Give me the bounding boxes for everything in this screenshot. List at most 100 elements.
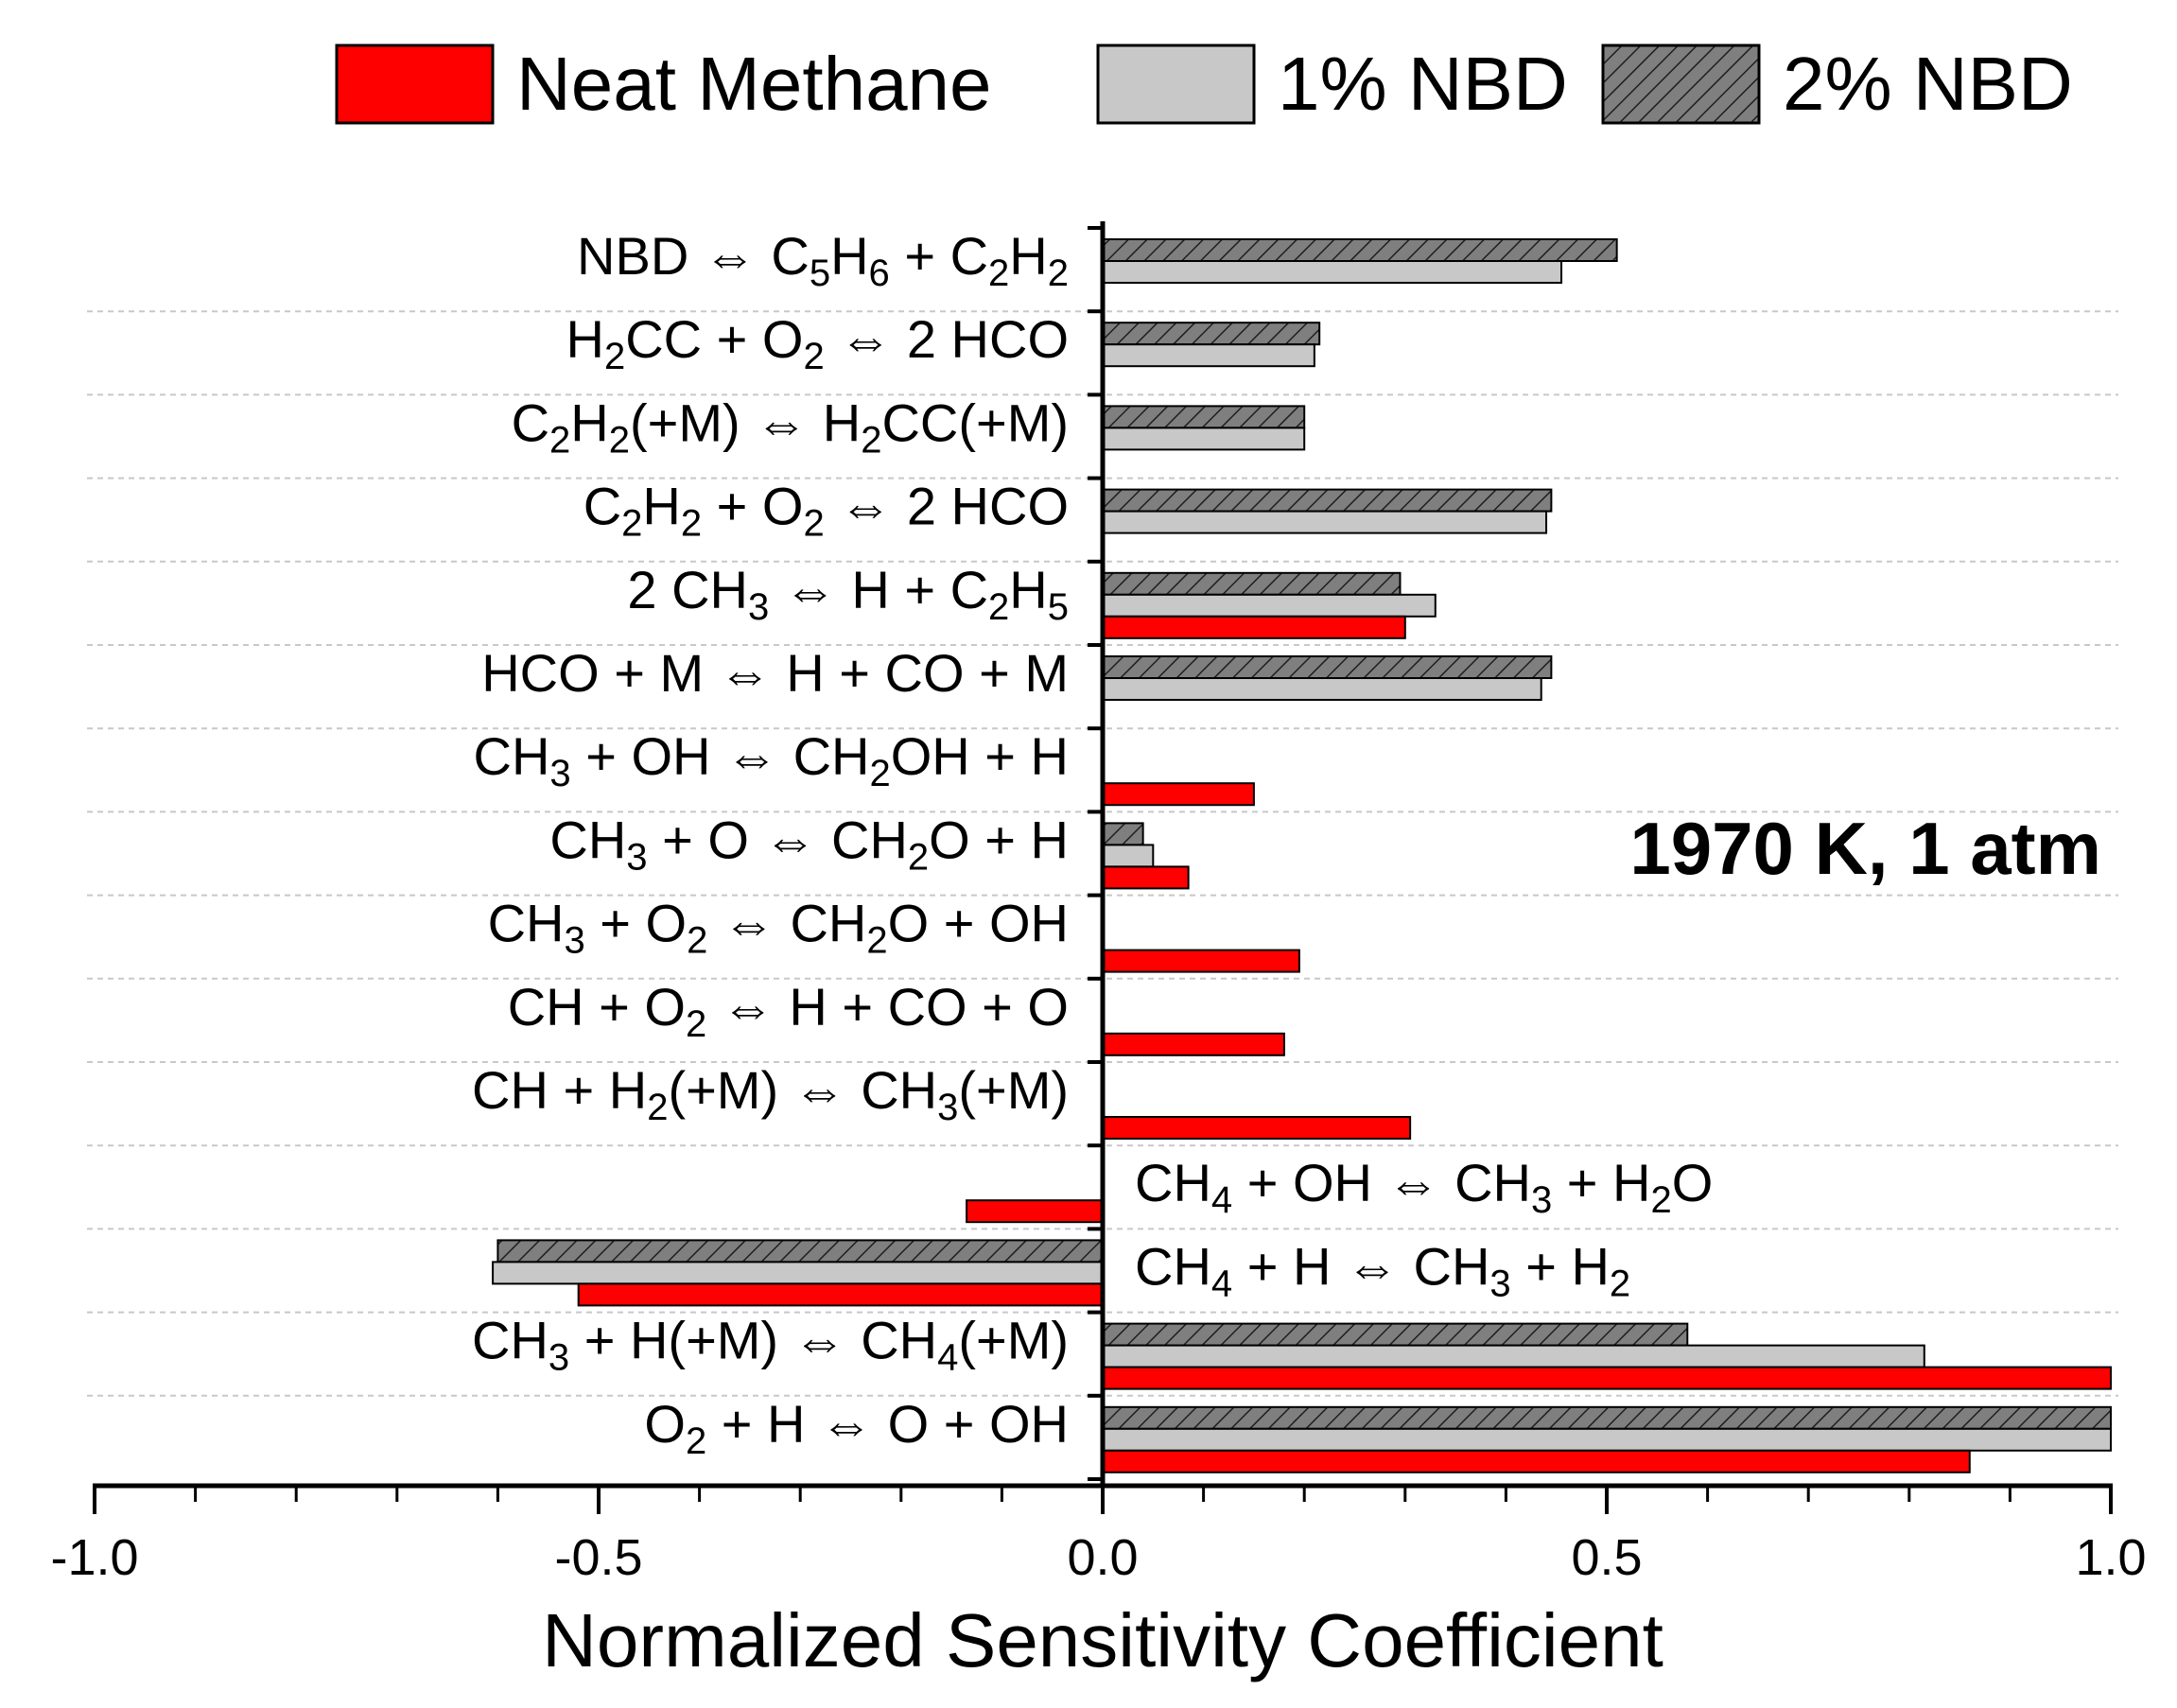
reaction-label: HCO + M ⇔ H + CO + M — [481, 643, 1069, 703]
bar-neat-methane — [1102, 865, 1190, 890]
subscript: 3 — [1531, 1179, 1552, 1221]
reaction-text: CH — [472, 1311, 549, 1370]
subscript: 5 — [810, 253, 830, 294]
subscript: 3 — [937, 1087, 958, 1128]
reaction-label: C2H2 + O2 ⇔ 2 HCO — [583, 477, 1069, 545]
reaction-text: + OH ⇔ CH — [1232, 1153, 1531, 1212]
bar-neat-methane — [1102, 782, 1255, 807]
legend-label-2pct-nbd: 2% NBD — [1783, 42, 2073, 126]
bar-neat-methane — [1102, 1449, 1971, 1473]
reaction-text: O + OH — [888, 894, 1069, 953]
legend-label-1pct-nbd: 1% NBD — [1278, 42, 1568, 126]
bar-neat-methane — [1102, 1366, 2112, 1390]
x-tick-label: 0.5 — [1571, 1529, 1642, 1586]
reaction-text: ⇔ 2 HCO — [825, 477, 1069, 536]
reaction-text: (+M) — [958, 1060, 1069, 1120]
category-gridlines — [87, 310, 2118, 1397]
reaction-text: + O — [585, 894, 687, 953]
reaction-text: O — [1672, 1153, 1714, 1212]
reaction-text: CH — [549, 810, 626, 869]
subscript: 2 — [908, 836, 929, 878]
reaction-text: H — [1009, 560, 1047, 619]
subscript: 2 — [861, 419, 881, 461]
subscript: 2 — [604, 336, 625, 377]
reaction-label: 2 CH3 ⇔ H + C2H5 — [627, 560, 1069, 628]
reaction-text: + H(+M) ⇔ CH — [569, 1311, 937, 1370]
subscript: 2 — [803, 503, 824, 545]
bar-2pct-nbd — [1102, 1322, 1689, 1347]
reaction-text: (+M) ⇔ H — [630, 392, 861, 452]
reaction-text: CC(+M) — [881, 392, 1069, 452]
subscript: 2 — [869, 753, 890, 794]
reaction-label: CH4 + OH ⇔ CH3 + H2O — [1135, 1153, 1713, 1221]
reaction-label: CH + O2 ⇔ H + CO + O — [508, 977, 1069, 1045]
reaction-text: (+M) ⇔ CH — [668, 1060, 937, 1120]
legend-swatch-neat-methane — [335, 44, 495, 125]
subscript: 2 — [549, 419, 570, 461]
bar-1pct-nbd — [1102, 1344, 1925, 1368]
legend-swatch-2pct-nbd — [1601, 44, 1761, 125]
subscript: 3 — [1489, 1263, 1510, 1304]
subscript: 3 — [748, 586, 769, 628]
reaction-text: + O — [702, 477, 803, 536]
reaction-text: CH + O — [508, 977, 686, 1037]
subscript: 4 — [937, 1337, 958, 1379]
subscript: 2 — [988, 586, 1009, 628]
reaction-text: CC + O — [625, 309, 803, 369]
reaction-text: C — [512, 392, 549, 452]
subscript: 4 — [1211, 1179, 1232, 1221]
legend-item-neat-methane: Neat Methane — [335, 42, 992, 126]
reaction-label: CH3 + H(+M) ⇔ CH4(+M) — [472, 1311, 1069, 1379]
reaction-text: ⇔ H + C — [769, 560, 988, 619]
subscript: 2 — [1048, 253, 1069, 294]
bar-2pct-nbd — [1102, 322, 1321, 346]
bars — [492, 238, 2112, 1473]
subscript: 2 — [686, 1420, 706, 1462]
subscript: 2 — [803, 336, 824, 377]
bar-neat-methane — [1102, 949, 1300, 973]
reaction-text: + H ⇔ CH — [1232, 1236, 1489, 1296]
x-tick-label: 0.0 — [1067, 1529, 1138, 1586]
bar-1pct-nbd — [1102, 427, 1306, 451]
reaction-text: NBD ⇔ C — [577, 226, 810, 286]
subscript: 2 — [686, 1003, 706, 1045]
reaction-text: CH + H — [472, 1060, 647, 1120]
subscript: 2 — [687, 920, 707, 962]
subscript: 2 — [681, 503, 702, 545]
reaction-label: H2CC + O2 ⇔ 2 HCO — [566, 309, 1069, 377]
reaction-text: H — [566, 309, 604, 369]
reaction-text: CH — [474, 726, 550, 786]
bar-2pct-nbd — [496, 1239, 1104, 1264]
subscript: 2 — [647, 1087, 668, 1128]
condition-annotation: 1970 K, 1 atm — [1629, 807, 2101, 890]
bar-1pct-nbd — [1102, 844, 1155, 868]
bar-1pct-nbd — [1102, 510, 1548, 534]
bar-2pct-nbd — [1102, 488, 1553, 513]
reaction-text: ⇔ CH — [707, 894, 866, 953]
reaction-text: HCO + M ⇔ H + CO + M — [481, 643, 1069, 703]
reaction-text: OH + H — [891, 726, 1069, 786]
reaction-text: + H — [1552, 1153, 1650, 1212]
bar-2pct-nbd — [1102, 405, 1306, 429]
bar-neat-methane — [966, 1199, 1105, 1224]
x-ticks: -1.0 -0.5 0.0 0.5 1.0 — [50, 226, 2147, 1586]
reaction-label: CH + H2(+M) ⇔ CH3(+M) — [472, 1060, 1069, 1128]
x-axis-title: Normalized Sensitivity Coefficient — [542, 1598, 1663, 1682]
legend-label-neat-methane: Neat Methane — [516, 42, 992, 126]
reaction-text: + OH ⇔ CH — [571, 726, 870, 786]
reaction-label: CH3 + OH ⇔ CH2OH + H — [474, 726, 1069, 794]
bar-2pct-nbd — [1102, 1405, 2112, 1430]
subscript: 2 — [621, 503, 642, 545]
subscript: 3 — [549, 753, 570, 794]
subscript: 2 — [1650, 1179, 1671, 1221]
reaction-label: CH3 + O2 ⇔ CH2O + OH — [488, 894, 1069, 962]
bar-neat-methane — [577, 1282, 1104, 1307]
reaction-text: O + H — [929, 810, 1069, 869]
bar-1pct-nbd — [1102, 593, 1437, 618]
subscript: 2 — [609, 419, 630, 461]
bar-1pct-nbd — [1102, 1427, 2112, 1452]
legend-item-2pct-nbd: 2% NBD — [1601, 42, 2073, 126]
reaction-text: ⇔ 2 HCO — [825, 309, 1069, 369]
reaction-text: CH — [1135, 1236, 1211, 1296]
